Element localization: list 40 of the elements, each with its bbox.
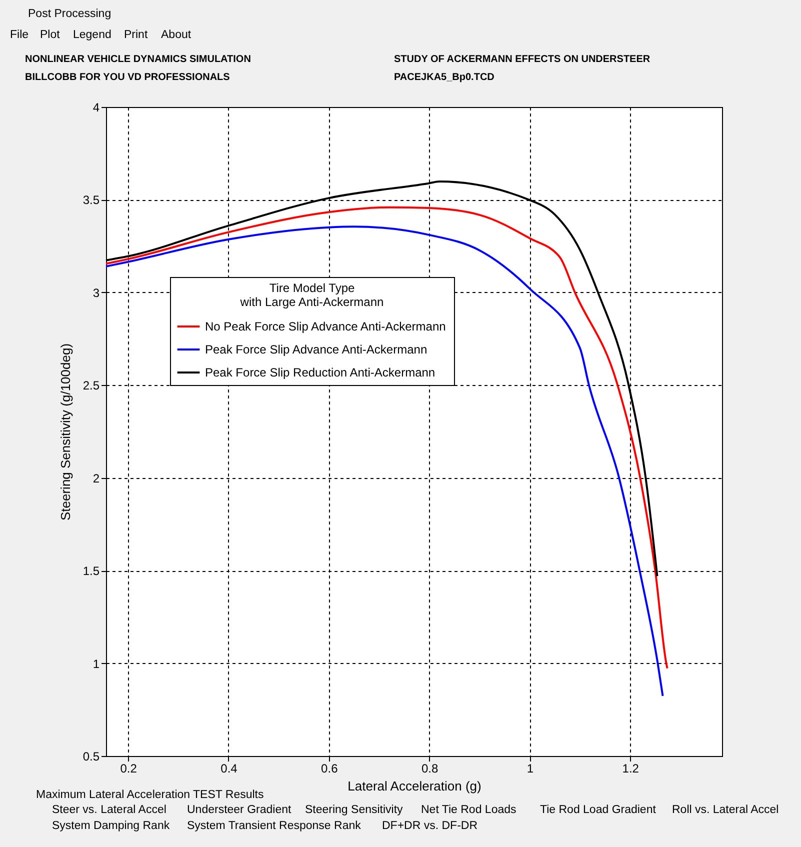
x-tick-label: 0.8 (421, 762, 438, 776)
y-tick-label: 4 (92, 100, 100, 114)
text: Roll vs. Lateral Accel (672, 804, 779, 816)
text: BILLCOBB FOR YOU VD PROFESSIONALS (25, 72, 230, 83)
x-tick-label: 0.6 (321, 762, 338, 776)
text: File (10, 29, 29, 41)
y-tick-label: 3.5 (82, 193, 100, 208)
y-tick-label: 2.5 (82, 378, 100, 393)
text: Understeer Gradient (187, 804, 292, 816)
y-tick-label: 0.5 (82, 750, 100, 764)
text: System Damping Rank (52, 820, 170, 832)
text: Post Processing (28, 8, 112, 20)
text: Tie Rod Load Gradient (540, 804, 657, 816)
legend-label: Peak Force Slip Reduction Anti-Ackermann (205, 366, 436, 380)
legend-label: No Peak Force Slip Advance Anti-Ackermann (205, 320, 446, 334)
y-axis-title: Steering Sensitivity (g/100deg) (58, 343, 73, 521)
y-tick-label: 3 (92, 286, 100, 300)
text: PACEJKA5_Bp0.TCD (394, 72, 494, 83)
text: NONLINEAR VEHICLE DYNAMICS SIMULATION (25, 54, 251, 65)
text: Print (124, 29, 148, 41)
text: Steer vs. Lateral Accel (52, 804, 166, 816)
x-tick-label: 1.2 (622, 762, 640, 776)
text: STUDY OF ACKERMANN EFFECTS ON UNDERSTEER (394, 54, 651, 65)
x-axis-title: Lateral Acceleration (g) (348, 778, 482, 794)
text: Maximum Lateral Acceleration TEST Results (36, 789, 264, 801)
x-tick-label: 0.2 (120, 762, 138, 776)
text: DF+DR vs. DF-DR (382, 820, 478, 832)
text: Steering Sensitivity (305, 804, 404, 816)
text: Legend (73, 29, 112, 41)
text: Plot (40, 29, 61, 41)
y-tick-label: 1.5 (82, 564, 100, 578)
text: About (161, 29, 192, 41)
legend-label: Peak Force Slip Advance Anti-Ackermann (205, 342, 428, 356)
x-tick-label: 0.4 (220, 762, 238, 776)
text: System Transient Response Rank (187, 820, 362, 832)
x-tick-label: 1 (526, 762, 534, 776)
y-tick-label: 1 (92, 656, 100, 671)
text: Net Tie Rod Loads (421, 804, 516, 816)
legend-title: Tire Model Type with Large Anti-Ackermann (239, 281, 384, 309)
y-tick-label: 2 (92, 471, 100, 486)
